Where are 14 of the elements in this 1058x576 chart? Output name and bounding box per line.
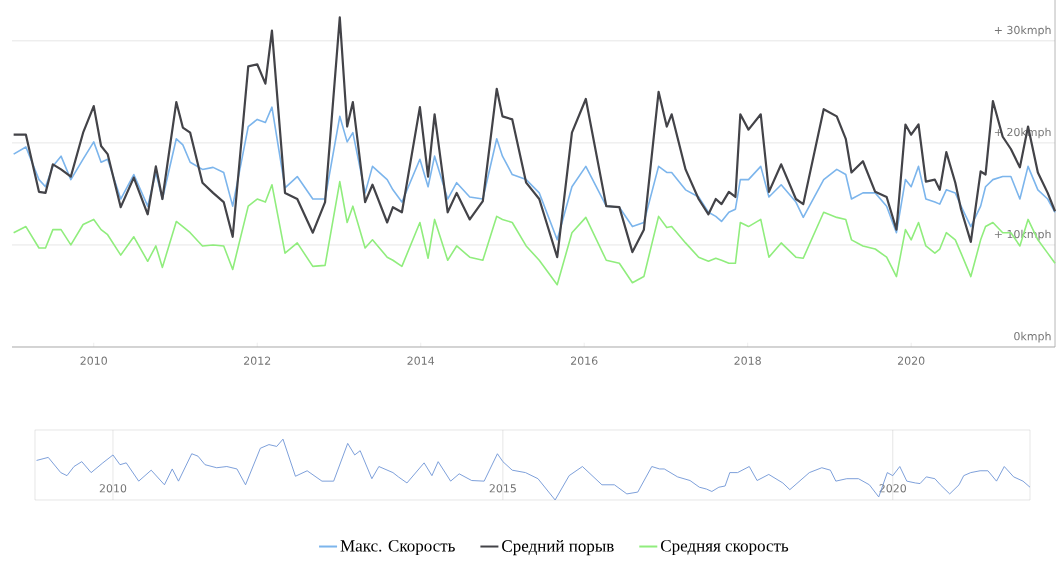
legend-label: Средний порыв bbox=[502, 539, 614, 556]
x-tick-label: 2015 bbox=[489, 484, 516, 493]
x-tick-label: 2020 bbox=[879, 484, 907, 493]
x-tick-label: 2016 bbox=[571, 356, 598, 365]
x-tick-label: 2012 bbox=[244, 356, 271, 365]
y-tick-label: + 30kmph bbox=[994, 25, 1051, 37]
x-tick-label: 2010 bbox=[99, 484, 127, 493]
x-tick-label: 2018 bbox=[734, 356, 761, 365]
legend-label: Средняя скорость bbox=[660, 540, 789, 556]
legend-label: Макс. Скорость bbox=[340, 540, 455, 556]
x-tick-label: 2014 bbox=[407, 356, 435, 365]
x-tick-label: 2010 bbox=[80, 356, 107, 365]
y-tick-label: 0kmph bbox=[1014, 331, 1051, 343]
x-tick-label: 2020 bbox=[897, 356, 925, 365]
